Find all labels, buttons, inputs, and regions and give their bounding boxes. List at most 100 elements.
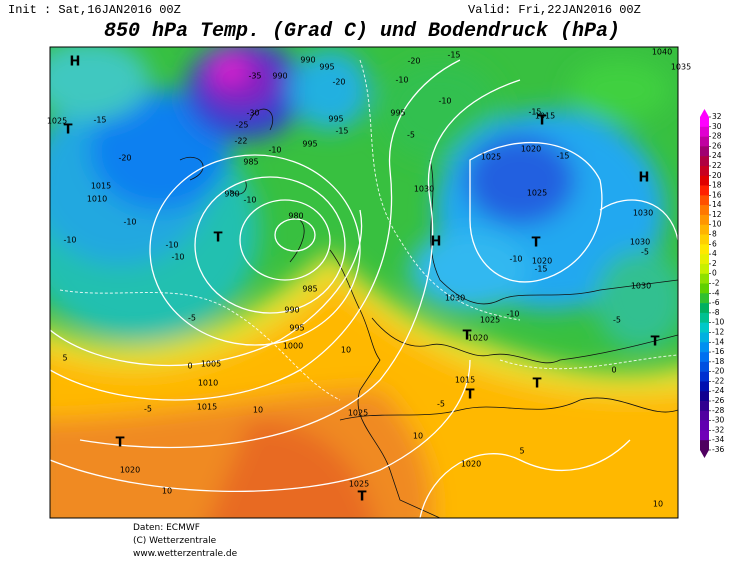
contour-label: 0 — [611, 366, 616, 375]
colorbar-tick-label: 26 — [712, 141, 722, 150]
colorbar-tick-label: -16 — [712, 347, 724, 356]
contour-label: 1010 — [198, 379, 218, 388]
pressure-center: T — [116, 436, 125, 451]
contour-label: -5 — [641, 248, 649, 257]
contour-label: 1020 — [461, 460, 481, 469]
colorbar-band — [700, 117, 709, 128]
colorbar-band — [700, 234, 709, 245]
contour-label: 1010 — [87, 195, 107, 204]
isobars — [50, 59, 678, 518]
contour-label: 1025 — [348, 409, 368, 418]
contour-label: -5 — [407, 131, 415, 140]
pressure-center: T — [64, 123, 73, 138]
contour-label: 10 — [162, 487, 172, 496]
colorbar-band — [700, 303, 709, 314]
pressure-center: H — [639, 171, 650, 186]
contour-label: -35 — [248, 72, 261, 81]
colorbar-tick-label: 16 — [712, 190, 722, 199]
contour-label: 990 — [272, 72, 287, 81]
colorbar-band — [700, 401, 709, 412]
contour-label: -10 — [243, 196, 256, 205]
contour-label: 990 — [300, 56, 315, 65]
contour-label: -20 — [118, 154, 131, 163]
colorbar-tick-label: -8 — [712, 308, 720, 317]
contour-label: 1025 — [481, 153, 501, 162]
colorbar-band — [700, 381, 709, 392]
contour-label: 980 — [288, 212, 303, 221]
contour-label: -10 — [171, 253, 184, 262]
colorbar-tick-label: -24 — [712, 386, 724, 395]
contour-label: 1035 — [671, 63, 691, 72]
contour-label: -15 — [447, 51, 460, 60]
contour-label: -15 — [335, 127, 348, 136]
contour-label: 1015 — [91, 182, 111, 191]
colorbar-arrow — [700, 109, 709, 117]
colorbar-band — [700, 185, 709, 196]
contour-label: 1030 — [445, 294, 465, 303]
contour-label: -5 — [437, 400, 445, 409]
footer-line: (C) Wetterzentrale — [133, 536, 217, 546]
colorbar-tick-label: -20 — [712, 367, 724, 376]
contour-label: -10 — [506, 310, 519, 319]
contour-label: -10 — [395, 76, 408, 85]
contour-label: -20 — [332, 78, 345, 87]
footer-line: www.wetterzentrale.de — [133, 549, 238, 559]
contour-label: 980 — [224, 190, 239, 199]
colorbar-tick-label: -34 — [712, 435, 724, 444]
contour-label: 1020 — [532, 257, 552, 266]
map-labels: H1025T-15-2010151010-10-10-10-10T980-109… — [47, 48, 691, 509]
pressure-center: H — [431, 235, 442, 250]
colorbar-tick-label: 24 — [712, 151, 722, 160]
contour-label: -15 — [534, 265, 547, 274]
contour-label: -10 — [268, 146, 281, 155]
colorbar-band — [700, 175, 709, 186]
colorbar-tick-label: -10 — [712, 318, 724, 327]
colorbar-tick-label: 6 — [712, 239, 717, 248]
colorbar-band — [700, 205, 709, 216]
colorbar-band — [700, 214, 709, 226]
colorbar-band — [700, 361, 709, 372]
colorbar-band — [700, 136, 709, 147]
colorbar-band — [700, 156, 709, 167]
colorbar-band — [700, 391, 709, 402]
contour-label: -10 — [63, 236, 76, 245]
contour-label: 1025 — [527, 189, 547, 198]
colorbar-band — [700, 126, 709, 137]
colorbar-band — [700, 283, 709, 294]
colorbar-band — [700, 430, 709, 441]
colorbar-tick-label: -36 — [712, 445, 724, 454]
contour-label: -10 — [509, 255, 522, 264]
contour-label: 1020 — [521, 145, 541, 154]
contour-label: 1040 — [652, 48, 672, 57]
colorbar-tick-label: 18 — [712, 181, 722, 190]
colorbar-tick-label: -12 — [712, 327, 724, 336]
colorbar-band — [700, 165, 709, 177]
contour-label: 10 — [341, 346, 351, 355]
contour-label: 1025 — [47, 117, 67, 126]
contour-label: -10 — [438, 97, 451, 106]
colorbar-band — [700, 371, 709, 382]
colorbar-band — [700, 420, 709, 431]
colorbar-tick-label: 20 — [712, 171, 722, 180]
colorbar-tick-label: -22 — [712, 376, 724, 385]
contour-label: 1020 — [468, 334, 488, 343]
colorbar: 32302826242220181614121086420-2-4-6-8-10… — [700, 109, 724, 458]
colorbar-arrow — [700, 450, 709, 458]
map — [50, 47, 678, 518]
colorbar-band — [700, 352, 709, 363]
contour-label: 5 — [62, 354, 67, 363]
contour-label: -15 — [528, 108, 541, 117]
contour-label: 995 — [289, 324, 304, 333]
contour-label: 985 — [243, 158, 258, 167]
contour-label: -25 — [235, 121, 248, 130]
contour-label: 1025 — [480, 316, 500, 325]
colorbar-band — [700, 254, 709, 265]
contour-label: -22 — [234, 137, 247, 146]
contour-label: 990 — [284, 306, 299, 315]
colorbar-tick-label: 10 — [712, 220, 722, 229]
colorbar-tick-label: 32 — [712, 112, 722, 121]
map-frame — [49, 46, 679, 519]
colorbar-tick-label: 8 — [712, 230, 717, 239]
colorbar-tick-label: 2 — [712, 259, 717, 268]
